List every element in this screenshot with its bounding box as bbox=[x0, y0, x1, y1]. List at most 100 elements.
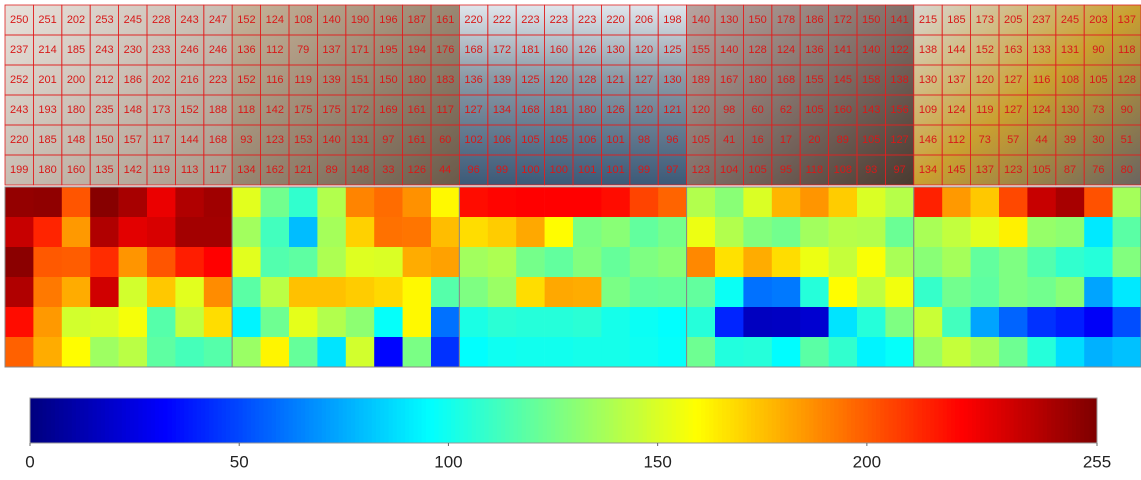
heat-cell bbox=[119, 307, 148, 337]
heat-cell bbox=[800, 247, 829, 277]
colorbar-step bbox=[1043, 398, 1048, 443]
heat-cell bbox=[374, 307, 403, 337]
cell-value: 95 bbox=[780, 164, 792, 176]
colorbar-step bbox=[222, 398, 227, 443]
heat-cell bbox=[175, 187, 204, 217]
cell-value: 148 bbox=[124, 104, 142, 116]
heat-cell bbox=[885, 187, 914, 217]
heat-cell bbox=[857, 337, 886, 367]
cell-value: 175 bbox=[294, 104, 312, 116]
colorbar-step bbox=[843, 398, 848, 443]
heat-cell bbox=[573, 217, 602, 247]
cell-value: 108 bbox=[834, 164, 852, 176]
cell-value: 172 bbox=[351, 104, 369, 116]
colorbar-step bbox=[93, 398, 98, 443]
cell-value: 252 bbox=[10, 74, 28, 86]
figure: 2502512022532452282432472372141852432302… bbox=[0, 0, 1141, 475]
heat-cell bbox=[317, 337, 346, 367]
cell-value: 163 bbox=[1004, 44, 1022, 56]
heat-cell bbox=[62, 337, 91, 367]
heat-cell bbox=[914, 307, 943, 337]
cell-value: 90 bbox=[1092, 44, 1104, 56]
cell-value: 144 bbox=[180, 134, 198, 146]
colorbar-step bbox=[484, 398, 489, 443]
heat-cell bbox=[1027, 187, 1056, 217]
cell-value: 247 bbox=[209, 14, 227, 26]
cell-value: 185 bbox=[38, 134, 56, 146]
cell-value: 136 bbox=[805, 44, 823, 56]
cell-value: 198 bbox=[663, 14, 681, 26]
colorbar-step bbox=[647, 398, 652, 443]
cell-value: 133 bbox=[1032, 44, 1050, 56]
heat-cell bbox=[1027, 247, 1056, 277]
colorbar-step bbox=[397, 398, 402, 443]
colorbar-step bbox=[1080, 398, 1085, 443]
heat-cell bbox=[857, 307, 886, 337]
colorbar-step bbox=[772, 398, 777, 443]
colorbar-step bbox=[376, 398, 381, 443]
cell-value: 186 bbox=[124, 74, 142, 86]
heat-cell bbox=[715, 217, 744, 247]
cell-value: 60 bbox=[751, 104, 763, 116]
heat-cell bbox=[829, 247, 858, 277]
cell-value: 181 bbox=[521, 44, 539, 56]
colorbar-step bbox=[905, 398, 910, 443]
colorbar-step bbox=[109, 398, 114, 443]
heat-cell bbox=[119, 247, 148, 277]
cell-value: 196 bbox=[379, 14, 397, 26]
cell-value: 44 bbox=[1035, 134, 1047, 146]
colorbar-step bbox=[218, 398, 223, 443]
cell-value: 193 bbox=[38, 104, 56, 116]
heat-cell bbox=[459, 217, 488, 247]
colorbar-step bbox=[939, 398, 944, 443]
cell-value: 150 bbox=[379, 74, 397, 86]
cell-value: 150 bbox=[748, 14, 766, 26]
cell-value: 118 bbox=[806, 164, 824, 176]
cell-value: 228 bbox=[152, 14, 170, 26]
cell-value: 105 bbox=[862, 134, 880, 146]
colorbar-step bbox=[272, 398, 277, 443]
heat-cell bbox=[204, 307, 233, 337]
cell-value: 202 bbox=[67, 14, 85, 26]
cell-value: 220 bbox=[606, 14, 624, 26]
cell-value: 223 bbox=[578, 14, 596, 26]
colorbar-step bbox=[43, 398, 48, 443]
cell-value: 162 bbox=[266, 164, 284, 176]
heat-cell bbox=[914, 277, 943, 307]
colorbar-step bbox=[372, 398, 377, 443]
colorbar-step bbox=[622, 398, 627, 443]
cell-value: 126 bbox=[606, 104, 624, 116]
heat-cell bbox=[459, 337, 488, 367]
heat-cell bbox=[374, 187, 403, 217]
colorbar-step bbox=[509, 398, 514, 443]
cell-value: 142 bbox=[266, 104, 284, 116]
cell-value: 253 bbox=[95, 14, 113, 26]
colorbar-step bbox=[159, 398, 164, 443]
colorbar-step bbox=[422, 398, 427, 443]
cell-value: 215 bbox=[919, 14, 937, 26]
heat-cell bbox=[885, 337, 914, 367]
cell-value: 130 bbox=[606, 44, 624, 56]
heat-cell bbox=[289, 307, 318, 337]
cell-value: 17 bbox=[780, 134, 792, 146]
heat-cell bbox=[573, 277, 602, 307]
cell-value: 44 bbox=[439, 164, 451, 176]
cell-value: 180 bbox=[748, 74, 766, 86]
cell-value: 89 bbox=[325, 164, 337, 176]
cell-value: 121 bbox=[294, 164, 312, 176]
cell-value: 120 bbox=[550, 74, 568, 86]
cell-value: 140 bbox=[692, 14, 710, 26]
colorbar-step bbox=[643, 398, 648, 443]
cell-value: 137 bbox=[322, 44, 340, 56]
heat-cell bbox=[545, 187, 574, 217]
heat-cell bbox=[374, 217, 403, 247]
colorbar-step bbox=[926, 398, 931, 443]
heat-cell bbox=[1084, 307, 1113, 337]
heat-cell bbox=[601, 337, 630, 367]
cell-value: 173 bbox=[976, 14, 994, 26]
heat-cell bbox=[261, 217, 290, 247]
heat-cell bbox=[687, 217, 716, 247]
colorbar-step bbox=[1039, 398, 1044, 443]
cell-value: 124 bbox=[266, 14, 284, 26]
cell-value: 93 bbox=[240, 134, 252, 146]
